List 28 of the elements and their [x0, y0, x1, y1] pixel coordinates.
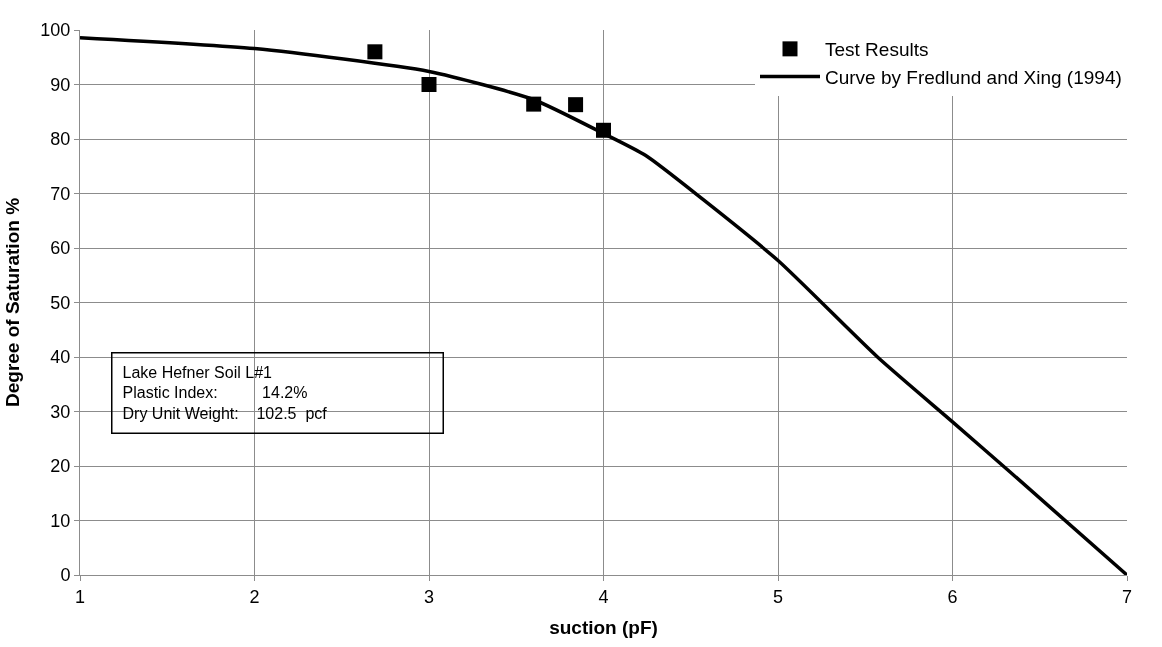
annotation: Plastic Index: 14.2% — [122, 384, 308, 402]
y-tick-label: 30 — [50, 401, 71, 422]
y-tick-label: 50 — [50, 292, 71, 313]
x-tick-label: 7 — [1121, 586, 1133, 607]
y-tick-label: 10 — [50, 510, 71, 531]
x-tick-label: 2 — [249, 586, 260, 607]
x-axis-title: suction (pF) — [549, 617, 658, 639]
legend-label: Test Results — [825, 39, 929, 61]
x-tick-label: 4 — [598, 586, 609, 607]
annotation: Dry Unit Weight: 102.5 pcf — [122, 405, 328, 423]
x-tick-label: 6 — [947, 586, 958, 607]
y-axis-title: Degree of Saturation % — [2, 197, 24, 408]
y-tick-label: 0 — [60, 565, 71, 586]
annotation: Lake Hefner Soil L#1 — [122, 363, 273, 381]
y-tick-label: 60 — [50, 238, 71, 259]
x-tick-label: 3 — [423, 586, 435, 607]
point — [367, 44, 383, 60]
point — [568, 97, 584, 113]
y-tick-label: 70 — [50, 183, 71, 204]
y-tick-label: 100 — [40, 20, 71, 41]
point — [421, 77, 437, 92]
y-tick-label: 40 — [50, 347, 71, 368]
y-tick-label: 20 — [50, 456, 71, 477]
x-tick-label: 1 — [74, 586, 86, 607]
x-tick-label: 5 — [772, 586, 784, 607]
y-tick-label: 90 — [50, 74, 71, 95]
legend-label: Curve by Fredlund and Xing (1994) — [825, 66, 1122, 88]
y-tick-label: 80 — [50, 129, 71, 150]
